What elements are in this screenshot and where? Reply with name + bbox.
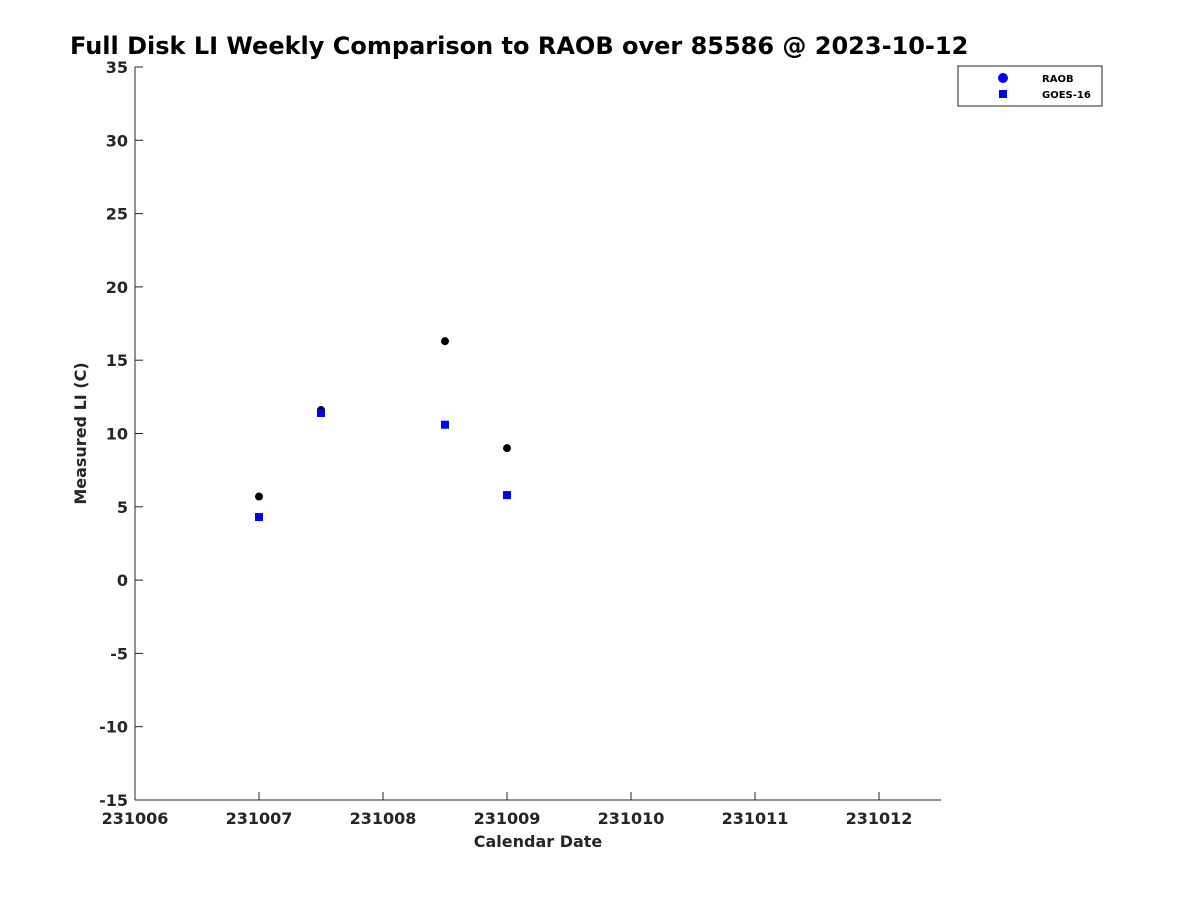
x-tick-label: 231012 [846, 809, 913, 828]
raob-point [441, 337, 449, 346]
y-tick-label: -10 [99, 718, 128, 737]
goes-16-point [317, 408, 325, 417]
legend: RAOB GOES-16 [957, 65, 1103, 107]
raob-point [255, 492, 263, 501]
y-tick-label: 0 [117, 571, 128, 590]
legend-marker-raob [998, 73, 1008, 83]
legend-marker-goes-16 [999, 90, 1007, 98]
plot-axes [134, 67, 941, 801]
x-tick-label: 231010 [598, 809, 665, 828]
legend-label-raob: RAOB [1042, 74, 1074, 85]
goes-16-point [255, 513, 263, 522]
raob-point [503, 444, 511, 453]
legend-box [957, 65, 1103, 107]
goes-16-point [441, 420, 449, 429]
y-tick-label: 5 [117, 498, 128, 517]
x-tick-label: 231011 [722, 809, 789, 828]
x-tick-label: 231009 [474, 809, 541, 828]
y-axis-label: Measured LI (C) [71, 362, 90, 504]
y-tick-label: 25 [106, 205, 128, 224]
x-tick-label: 231006 [102, 809, 169, 828]
x-axis-ticks: 231006 231007 231008 231009 231010 231011 2310… [102, 792, 913, 828]
y-tick-label: 30 [106, 131, 128, 150]
x-tick-label: 231008 [350, 809, 417, 828]
y-axis-ticks: 35 30 25 20 15 10 5 0 -5 -10 -15 [99, 58, 143, 810]
y-tick-label: 10 [106, 425, 128, 444]
y-tick-label: 35 [106, 58, 128, 77]
data-points [255, 337, 511, 522]
legend-label-goes-16: GOES-16 [1042, 90, 1091, 101]
y-tick-label: 20 [106, 278, 128, 297]
goes-16-point [503, 491, 511, 500]
y-tick-label: 15 [106, 351, 128, 370]
y-tick-label: -5 [110, 644, 128, 663]
x-tick-label: 231007 [226, 809, 293, 828]
chart-title: Full Disk LI Weekly Comparison to RAOB o… [70, 32, 968, 60]
y-tick-label: -15 [99, 791, 128, 810]
x-axis-label: Calendar Date [474, 832, 603, 851]
legend-entries: RAOB GOES-16 [998, 73, 1091, 101]
